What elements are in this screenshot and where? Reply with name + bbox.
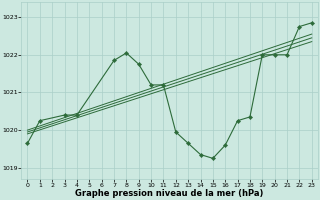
X-axis label: Graphe pression niveau de la mer (hPa): Graphe pression niveau de la mer (hPa) <box>76 189 264 198</box>
